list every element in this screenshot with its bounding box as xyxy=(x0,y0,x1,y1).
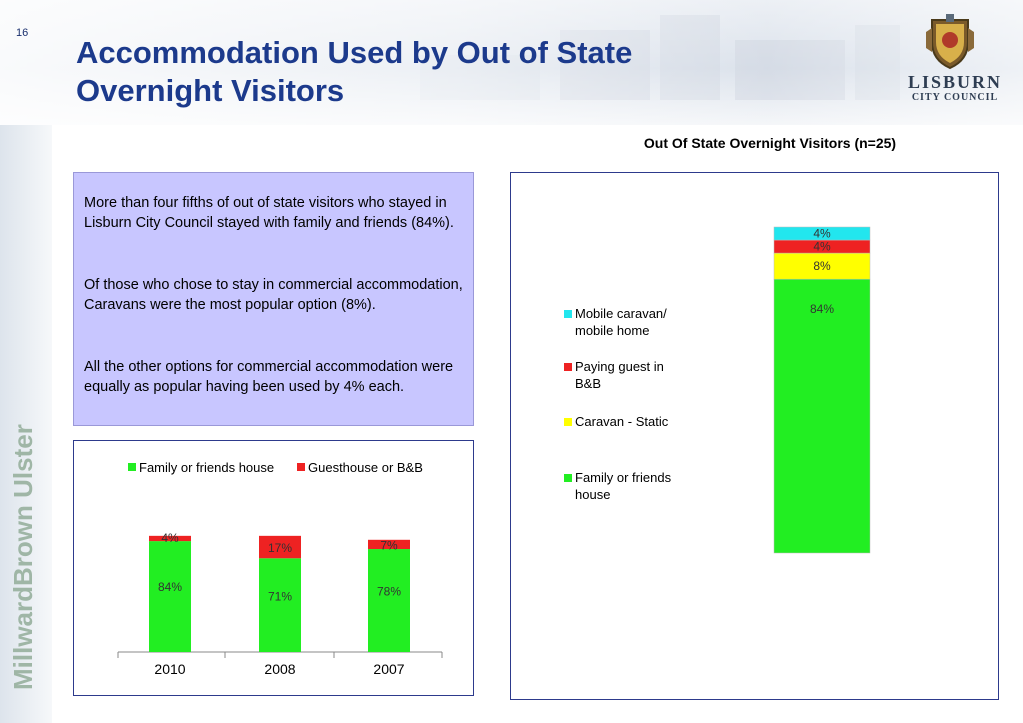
legend-swatch xyxy=(297,463,305,471)
bar-segment xyxy=(773,252,871,280)
data-label: 4% xyxy=(161,531,179,545)
x-tick-label: 2007 xyxy=(373,661,404,677)
data-label: 4% xyxy=(813,240,831,254)
legend-label: Guesthouse or B&B xyxy=(308,460,423,475)
summary-paragraph-3: All the other options for commercial acc… xyxy=(84,359,454,395)
legend-swatch xyxy=(128,463,136,471)
bar-segment-guesthouse xyxy=(259,535,301,559)
crest-icon xyxy=(926,14,974,70)
yearly-stacked-bar-chart: Family or friends house Guesthouse or B&B… xyxy=(117,460,443,677)
out-of-state-chart-frame: 84% 8% 4% 4% Mobile caravan/mobile home Payin… xyxy=(510,172,999,700)
legend-swatch xyxy=(564,418,572,426)
bar-segment xyxy=(773,226,871,241)
data-label: 78% xyxy=(377,584,401,598)
data-label: 7% xyxy=(380,538,398,552)
bar-segment-guesthouse xyxy=(149,535,191,542)
x-tick-label: 2008 xyxy=(264,661,295,677)
side-strip xyxy=(0,125,52,723)
legend-label: Family or friends house xyxy=(575,470,672,502)
slide-number: 16 xyxy=(16,27,29,39)
data-label: 84% xyxy=(158,580,182,594)
data-label: 84% xyxy=(810,302,834,316)
title-line-2: Overnight Visitors xyxy=(76,73,345,108)
summary-paragraph-1: More than four fifths of out of state vi… xyxy=(84,195,454,231)
bar-segment-family-friends xyxy=(259,558,301,652)
legend-swatch xyxy=(564,474,572,482)
legend-label: Mobile caravan/mobile home xyxy=(575,306,667,338)
data-label: 4% xyxy=(813,227,831,241)
out-of-state-stacked-bar-chart: 84% 8% 4%4% Mobile caravan/mobile home Payin… xyxy=(564,226,871,554)
title-line-1: Accommodation Used by Out of State xyxy=(76,35,633,70)
legend-label: Caravan - Static xyxy=(575,414,669,429)
brand-vertical: MillwardBrown Ulster xyxy=(8,424,38,690)
x-tick-label: 2010 xyxy=(154,661,185,677)
summary-text-box: More than four fifths of out of state vi… xyxy=(73,172,474,426)
summary-paragraph-2: Of those who chose to stay in commercial… xyxy=(84,277,463,313)
right-chart-title: Out Of State Overnight Visitors (n=25) xyxy=(643,135,897,151)
data-label: 71% xyxy=(268,589,292,603)
bar-segment-guesthouse xyxy=(368,539,410,550)
data-label: 8% xyxy=(813,259,831,273)
page-title: Accommodation Used by Out of State Overn… xyxy=(76,34,716,110)
logo-text: LISBURN CITY COUNCIL xyxy=(905,72,1005,104)
yearly-chart-frame: Family or friends house Guesthouse or B&B… xyxy=(73,440,474,696)
legend-swatch xyxy=(564,363,572,371)
data-label: 17% xyxy=(268,541,292,555)
legend-label: Family or friends house xyxy=(139,460,274,475)
bar-segment-family-friends xyxy=(149,541,191,652)
banner-fade xyxy=(0,0,1023,125)
bar-segment-family-friends xyxy=(368,549,410,652)
logo-subname: CITY COUNCIL xyxy=(911,92,999,103)
legend-label: Paying guest in B&B xyxy=(575,359,664,391)
bar-segment xyxy=(773,278,871,554)
legend-swatch xyxy=(564,310,572,318)
logo-name: LISBURN xyxy=(907,72,1003,92)
